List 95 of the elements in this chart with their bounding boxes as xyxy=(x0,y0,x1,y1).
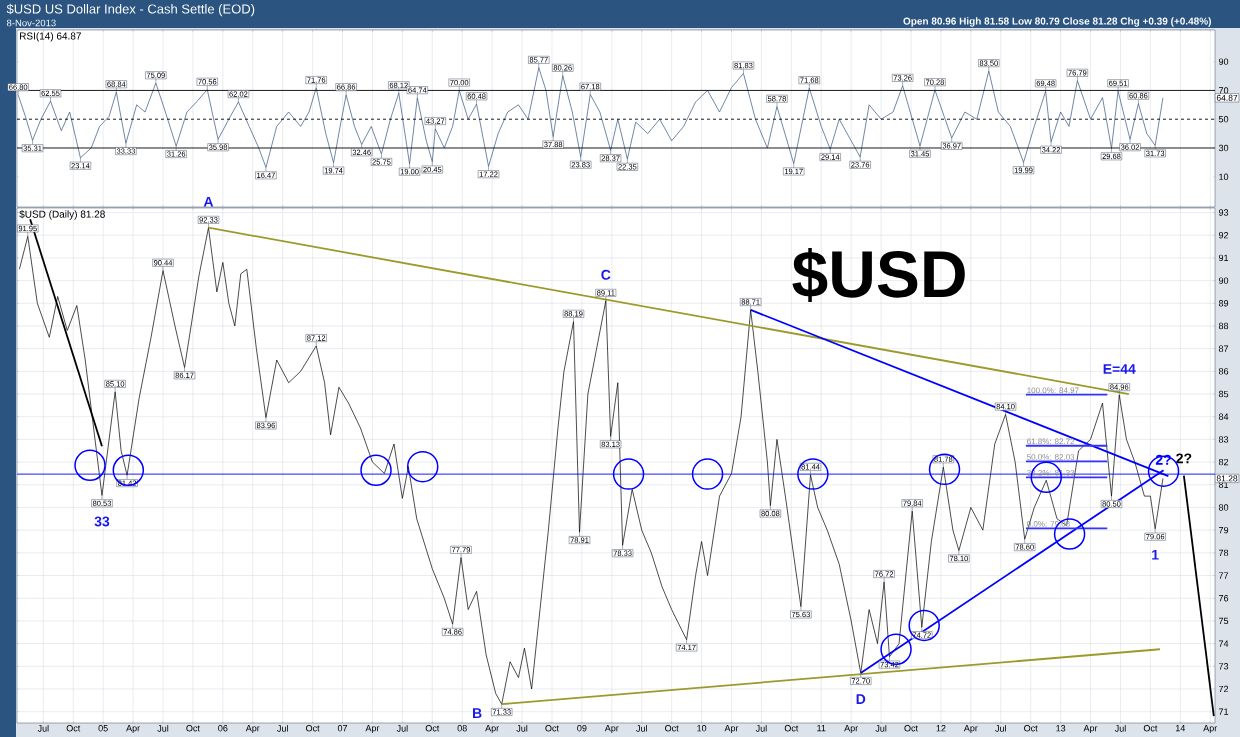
x-tick-label: Apr xyxy=(604,725,619,734)
x-tick-label: Jul xyxy=(396,725,408,732)
point xyxy=(112,454,145,487)
x-tick-label: Oct xyxy=(784,725,799,732)
y-tick-label: 30 xyxy=(1218,144,1229,152)
y-tick-label: 91 xyxy=(1218,254,1229,262)
x-tick-label: Oct xyxy=(66,725,81,732)
x-tick-label: 08 xyxy=(457,725,467,732)
chart-subtitle: 8-Nov-2013 xyxy=(6,19,56,27)
x-tick-label: Jul xyxy=(995,725,1006,732)
y-tick-label: 77 xyxy=(1219,572,1229,579)
x-tick-label: 09 xyxy=(577,725,587,732)
y-tick-label: 74 xyxy=(1219,640,1229,647)
x-tick-label: Oct xyxy=(186,725,200,732)
y-tick-label: 83 xyxy=(1218,436,1229,443)
x-tick-label: 12 xyxy=(936,725,946,732)
x-tick-label: Jul xyxy=(755,725,767,732)
y-tick-label: 80 xyxy=(1218,504,1229,511)
y-tick-label: 88 xyxy=(1218,322,1229,330)
annotation: A xyxy=(203,196,214,207)
annotation: E=44 xyxy=(1103,364,1136,374)
y-tick-label: 10 xyxy=(1219,173,1229,180)
x-tick-label: Jul xyxy=(157,725,169,732)
annotation: B xyxy=(473,708,482,718)
x-tick-label: Apr xyxy=(1083,725,1098,734)
point xyxy=(360,454,392,487)
x-tick-label: Oct xyxy=(306,725,320,732)
x-tick-label: Apr xyxy=(365,725,380,734)
y-tick-label: 79 xyxy=(1219,526,1229,534)
annotation: 1 xyxy=(1152,549,1159,560)
point xyxy=(612,458,645,490)
point xyxy=(691,458,724,490)
x-tick-label: Apr xyxy=(245,725,260,734)
y-tick-label: 85 xyxy=(1218,390,1229,398)
annotation: RSI(14) 64.87 xyxy=(20,32,81,42)
annotation: 61.8%: 82.72 xyxy=(1027,438,1075,445)
y-tick-label: 89 xyxy=(1218,300,1229,307)
y-tick-label: 81 xyxy=(1218,481,1229,488)
x-tick-label: 05 xyxy=(98,725,108,732)
annotation: 2? xyxy=(1176,453,1192,464)
x-tick-label: Jul xyxy=(277,725,288,732)
y-tick-label: 82 xyxy=(1218,458,1229,466)
y-tick-label: 78 xyxy=(1219,549,1229,557)
x-tick-label: Apr xyxy=(963,725,978,734)
x-tick-label: 06 xyxy=(218,725,228,732)
y-tick-label: 90 xyxy=(1218,58,1229,65)
text: 64.87 xyxy=(1216,94,1238,101)
annotation: $USD (Daily) 81.28 xyxy=(19,210,105,220)
y-tick-label: 76 xyxy=(1219,595,1229,602)
annotation: D xyxy=(856,694,866,704)
text: Open 80.96 High 81.58 Low 80.79 Close 81.28 Chg +0.39 (+0.48%) xyxy=(903,17,1211,27)
x-tick-label: Apr xyxy=(724,725,739,734)
y-tick-label: 71 xyxy=(1219,708,1229,715)
x-tick-label: Apr xyxy=(126,725,140,734)
x-tick-label: Jul xyxy=(516,725,528,732)
x-tick-label: Oct xyxy=(1024,725,1038,732)
text: 81.28 xyxy=(1216,475,1238,482)
x-tick-label: 10 xyxy=(697,725,707,732)
x-tick-label: 11 xyxy=(817,725,826,732)
point xyxy=(880,633,912,666)
x-tick-label: Apr xyxy=(1203,725,1218,734)
chart-title: $USD US Dollar Index - Cash Settle (EOD) xyxy=(6,3,255,17)
annotation: C xyxy=(601,269,611,280)
annotation: 38.2%: 81.33 xyxy=(1027,470,1075,476)
x-tick-label: Oct xyxy=(1143,725,1158,732)
y-tick-label: 72 xyxy=(1219,685,1229,693)
y-tick-label: 84 xyxy=(1218,413,1229,420)
x-tick-label: Oct xyxy=(425,725,440,732)
x-tick-label: Oct xyxy=(545,725,559,732)
point xyxy=(406,450,439,483)
x-tick-label: 13 xyxy=(1056,725,1066,732)
y-tick-label: 90 xyxy=(1218,277,1229,284)
x-tick-label: 07 xyxy=(337,725,348,732)
y-tick-label: 75 xyxy=(1219,617,1229,625)
x-tick-label: Oct xyxy=(904,725,918,732)
annotation: 100.0%: 84.97 xyxy=(1027,387,1079,394)
x-tick-label: Apr xyxy=(485,725,499,734)
x-tick-label: 14 xyxy=(1175,725,1186,732)
annotation: 50.0%: 82.03 xyxy=(1027,454,1075,460)
x-tick-label: Oct xyxy=(665,725,679,732)
y-tick-label: 70 xyxy=(1219,87,1229,94)
x-tick-label: Apr xyxy=(844,725,859,734)
x-tick-label: Jul xyxy=(875,725,887,732)
y-tick-label: 92 xyxy=(1218,232,1229,239)
y-tick-label: 87 xyxy=(1218,345,1229,352)
x-tick-label: Jul xyxy=(636,725,647,732)
y-tick-label: 86 xyxy=(1218,368,1229,375)
x-tick-label: Jul xyxy=(37,725,49,732)
annotation: 33 xyxy=(94,516,110,527)
text: $USD xyxy=(792,248,965,302)
y-tick-label: 93 xyxy=(1218,209,1229,216)
x-tick-label: Jul xyxy=(1114,725,1126,732)
y-tick-label: 73 xyxy=(1219,663,1229,670)
point xyxy=(74,449,106,482)
y-tick-label: 50 xyxy=(1218,116,1229,123)
